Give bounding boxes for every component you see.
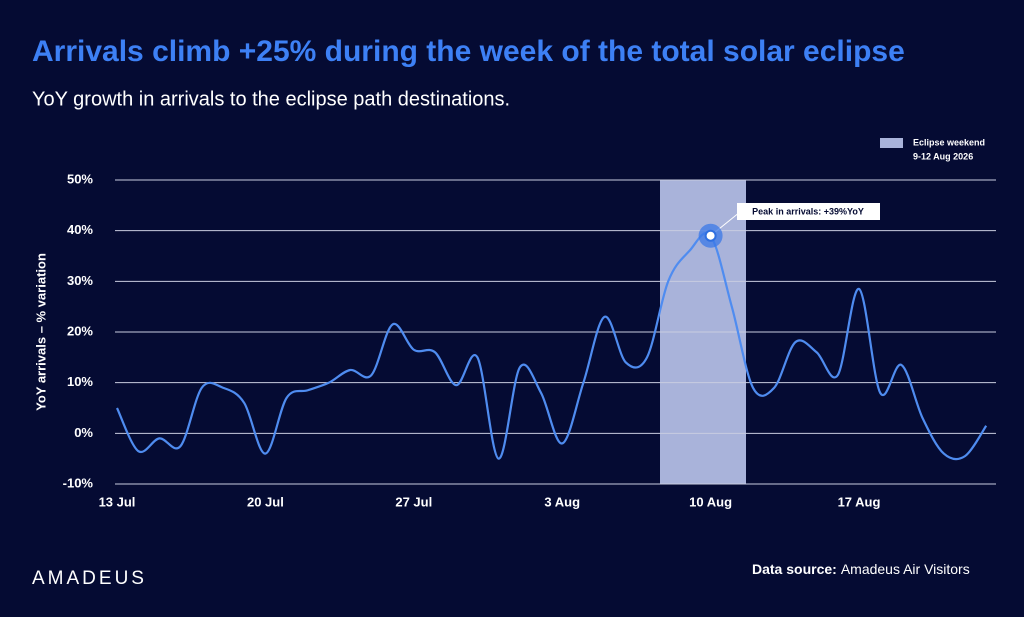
plot-area: -10% 0% 10% 20% 30% 40% 50% 13 Jul 20 Jul 27 Jul 3… — [63, 171, 996, 509]
x-tick-label: 17 Aug — [838, 494, 881, 509]
y-tick-label: 0% — [74, 425, 93, 440]
legend-dates: 9-12 Aug 2026 — [913, 151, 973, 161]
annotation: Peak in arrivals: +39%YoY — [752, 206, 864, 216]
y-tick-label: 10% — [67, 374, 93, 389]
source-label: Data source: — [752, 561, 837, 577]
y-axis-label: YoY arrivals – % variation — [33, 253, 48, 411]
y-tick-label: 50% — [67, 171, 93, 186]
chart-title: Arrivals climb +25% during the week of t… — [32, 35, 905, 68]
legend-label: Eclipse weekend — [913, 137, 985, 147]
annotation-box — [737, 203, 880, 220]
logo: amadeus — [32, 560, 147, 590]
legend-swatch — [880, 138, 903, 148]
x-tick-label: 3 Aug — [544, 494, 580, 509]
x-tick-label: 27 Jul — [395, 494, 432, 509]
source-name: Amadeus Air Visitors — [841, 561, 970, 577]
chart-subtitle: YoY growth in arrivals to the eclipse pa… — [32, 88, 510, 110]
peak-marker — [704, 229, 717, 242]
y-tick-label: 20% — [67, 323, 93, 338]
y-tick-label: 40% — [67, 222, 93, 237]
x-tick-label: 13 Jul — [99, 494, 136, 509]
line — [116, 232, 988, 461]
source: Data source: Amadeus Air Visitors — [752, 561, 970, 577]
x-tick-label: 20 Jul — [247, 494, 284, 509]
x-tick-label: 10 Aug — [689, 494, 732, 509]
y-tick-label: -10% — [63, 475, 94, 490]
y-tick-label: 30% — [67, 273, 93, 288]
